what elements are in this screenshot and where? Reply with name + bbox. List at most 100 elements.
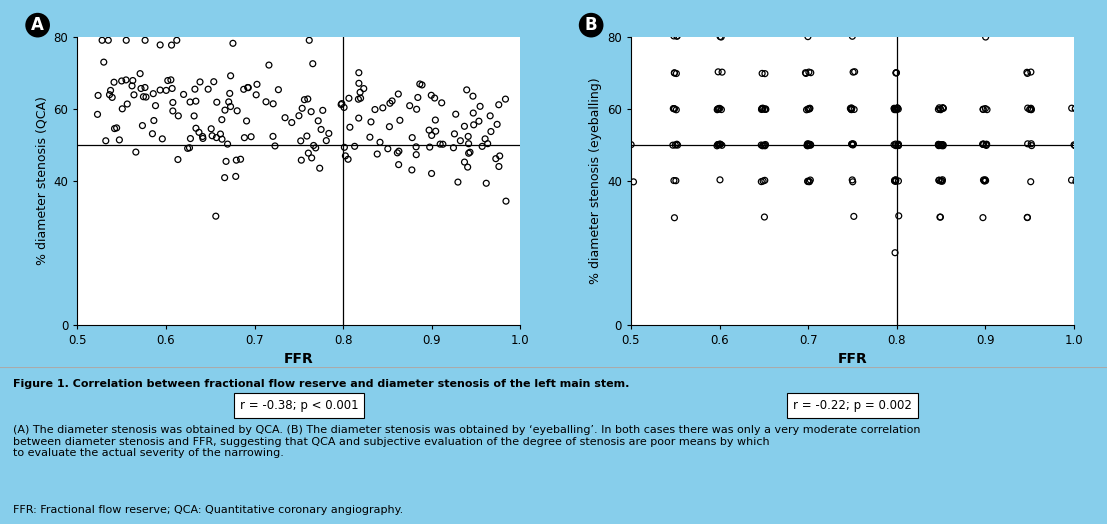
Point <box>886 105 903 114</box>
Point <box>192 78 209 86</box>
Point <box>754 177 772 185</box>
X-axis label: FFR: FFR <box>838 353 867 366</box>
Point <box>669 32 686 40</box>
Point <box>292 156 310 165</box>
Point <box>219 140 237 148</box>
Point <box>1021 105 1038 114</box>
Point <box>665 177 683 185</box>
Point <box>103 93 121 102</box>
Point <box>846 68 863 76</box>
Point <box>490 152 508 160</box>
Point <box>90 91 107 100</box>
Point <box>459 139 477 148</box>
Point <box>216 106 234 114</box>
Point <box>713 141 731 149</box>
Point <box>470 117 488 125</box>
Point <box>753 105 770 114</box>
Point <box>163 41 180 49</box>
Point <box>889 141 907 149</box>
Text: r = -0.38; p < 0.001: r = -0.38; p < 0.001 <box>239 399 359 412</box>
Point <box>238 117 256 125</box>
Point <box>933 141 951 149</box>
Point <box>337 151 354 160</box>
Point <box>799 105 817 113</box>
Point <box>622 140 640 149</box>
Point <box>669 141 686 149</box>
Point <box>976 176 994 184</box>
Point <box>137 93 155 101</box>
Point <box>799 177 817 185</box>
Point <box>1022 178 1039 186</box>
Point <box>708 105 726 114</box>
Point <box>886 104 903 113</box>
Point <box>799 105 817 113</box>
Point <box>665 32 683 40</box>
Point <box>932 141 950 149</box>
Point <box>844 178 861 186</box>
Point <box>1022 104 1039 113</box>
Point <box>753 178 770 186</box>
Point <box>125 91 143 99</box>
Point <box>157 86 175 95</box>
Point <box>462 148 479 156</box>
Point <box>379 145 396 153</box>
Point <box>145 116 163 125</box>
Point <box>886 104 903 113</box>
Point <box>933 140 951 149</box>
Point <box>152 86 169 94</box>
Point <box>708 140 726 149</box>
X-axis label: FFR: FFR <box>284 353 313 366</box>
Point <box>449 178 467 186</box>
Point <box>712 140 730 148</box>
Point <box>345 142 363 150</box>
Point <box>168 36 186 45</box>
Point <box>433 99 451 107</box>
Point <box>403 166 421 174</box>
Point <box>102 86 120 95</box>
Point <box>1018 213 1036 222</box>
Point <box>710 68 727 76</box>
Point <box>169 155 187 163</box>
Point <box>977 140 995 148</box>
Point <box>931 105 949 113</box>
Point <box>933 141 951 150</box>
Point <box>890 177 908 185</box>
Point <box>713 105 731 114</box>
Point <box>335 143 353 151</box>
Point <box>247 91 265 99</box>
Point <box>182 98 199 106</box>
Point <box>845 140 862 148</box>
Point <box>164 107 182 115</box>
Point <box>889 104 907 112</box>
Point <box>413 81 431 89</box>
Point <box>242 133 260 141</box>
Point <box>144 129 162 138</box>
Point <box>799 140 817 149</box>
Point <box>135 93 153 101</box>
Point <box>318 136 335 145</box>
Point <box>798 141 816 150</box>
Point <box>459 132 477 140</box>
Point <box>459 149 477 157</box>
Point <box>117 76 135 84</box>
Point <box>930 140 948 148</box>
Point <box>976 177 994 185</box>
Point <box>311 164 329 172</box>
Point <box>185 112 203 120</box>
Point <box>389 149 406 157</box>
Text: (A) The diameter stenosis was obtained by QCA. (B) The diameter stenosis was obt: (A) The diameter stenosis was obtained b… <box>13 425 921 458</box>
Point <box>371 138 389 146</box>
Point <box>490 101 508 109</box>
Point <box>216 173 234 182</box>
Point <box>304 141 322 150</box>
Point <box>974 140 992 148</box>
Point <box>101 91 118 99</box>
Point <box>757 105 775 114</box>
Point <box>164 84 182 93</box>
Point <box>390 160 407 169</box>
Point <box>755 141 773 149</box>
Point <box>464 92 482 101</box>
Point <box>333 100 351 108</box>
Point <box>221 89 239 97</box>
Point <box>107 124 125 132</box>
